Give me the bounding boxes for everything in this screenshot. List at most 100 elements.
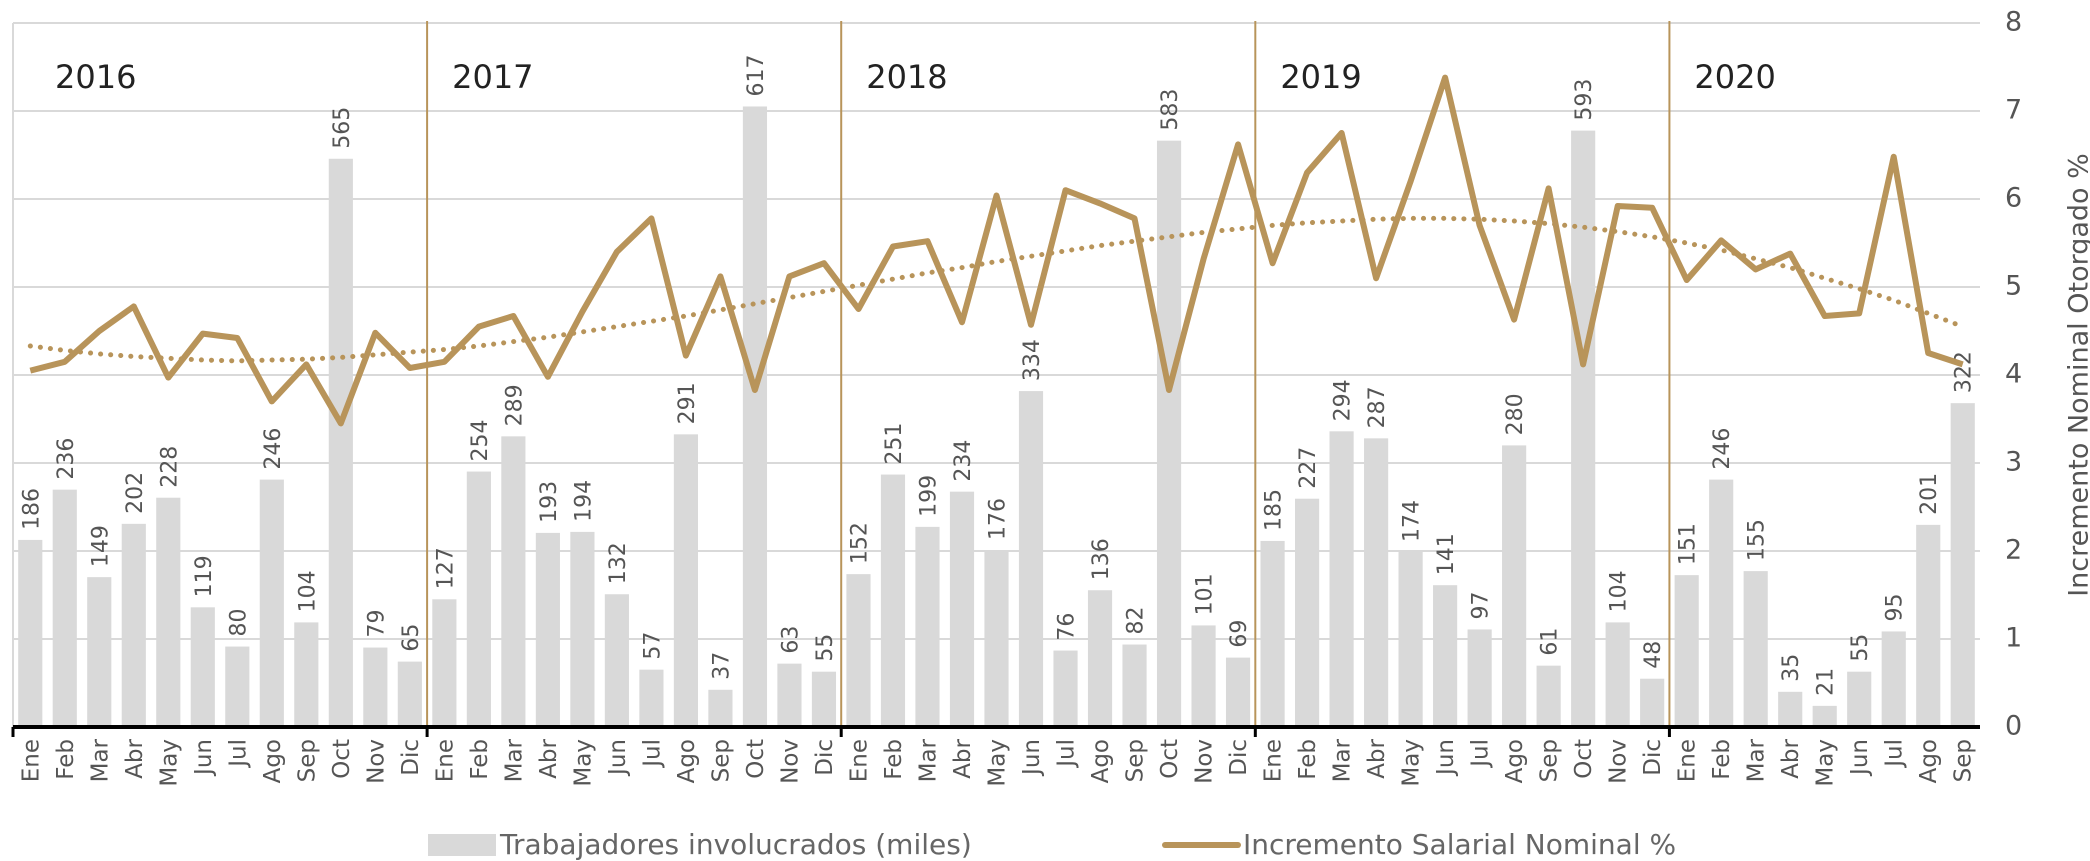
x-tick-label: May bbox=[1399, 739, 1425, 787]
data-label: 55 bbox=[813, 634, 838, 662]
data-label: 141 bbox=[1434, 533, 1459, 575]
bar bbox=[1122, 644, 1147, 727]
data-label: 254 bbox=[468, 420, 493, 462]
x-tick-label: Sep bbox=[708, 739, 734, 782]
bar bbox=[570, 531, 595, 727]
x-tick-label: Jun bbox=[1847, 739, 1873, 777]
data-label: 82 bbox=[1124, 607, 1149, 635]
data-label: 186 bbox=[19, 488, 44, 530]
data-label: 61 bbox=[1538, 628, 1563, 656]
y2-tick-label: 1 bbox=[2005, 623, 2022, 654]
x-tick-label: Feb bbox=[53, 739, 79, 780]
bar bbox=[846, 574, 871, 727]
bar bbox=[432, 599, 457, 727]
data-label: 565 bbox=[330, 107, 355, 149]
x-tick-label: Oct bbox=[329, 739, 355, 779]
data-label: 149 bbox=[88, 525, 113, 567]
x-tick-label: Sep bbox=[1123, 739, 1149, 782]
x-tick-label: Ene bbox=[846, 739, 872, 782]
data-label: 583 bbox=[1158, 89, 1183, 131]
x-tick-label: Ago bbox=[1088, 739, 1114, 783]
x-tick-label: Nov bbox=[1606, 739, 1632, 784]
bar bbox=[1571, 130, 1596, 727]
bar bbox=[1674, 575, 1699, 727]
year-label: 2020 bbox=[1694, 58, 1775, 96]
x-tick-label: Jun bbox=[1019, 739, 1045, 777]
bar bbox=[156, 497, 181, 727]
x-tick-label: Mar bbox=[87, 738, 113, 782]
bar bbox=[1640, 678, 1665, 727]
x-tick-label: Ago bbox=[260, 739, 286, 783]
x-tick-label: Sep bbox=[294, 739, 320, 782]
x-tick-label: Jun bbox=[191, 739, 217, 777]
year-label: 2018 bbox=[866, 58, 947, 96]
data-label: 57 bbox=[640, 632, 665, 660]
data-label: 35 bbox=[1779, 654, 1804, 682]
data-label: 151 bbox=[1676, 523, 1701, 565]
y2-tick-label: 6 bbox=[2005, 183, 2022, 214]
x-tick-label: Ene bbox=[432, 739, 458, 782]
bar bbox=[121, 523, 146, 727]
x-tick-label: Abr bbox=[122, 738, 148, 778]
data-label: 194 bbox=[571, 480, 596, 522]
data-label: 246 bbox=[1710, 428, 1735, 470]
x-tick-label: Mar bbox=[1744, 738, 1770, 782]
x-tick-label: Abr bbox=[1778, 738, 1804, 778]
bar bbox=[1433, 585, 1458, 727]
bar bbox=[1295, 498, 1320, 727]
data-label: 127 bbox=[433, 547, 458, 589]
x-tick-label: Jul bbox=[1882, 739, 1908, 769]
bar bbox=[1916, 524, 1941, 727]
data-label: 37 bbox=[709, 652, 734, 680]
data-label: 119 bbox=[192, 555, 217, 597]
data-label: 136 bbox=[1089, 538, 1114, 580]
data-label: 251 bbox=[882, 423, 907, 465]
data-label: 104 bbox=[1607, 570, 1632, 612]
data-label: 289 bbox=[502, 384, 527, 426]
x-tick-label: Oct bbox=[1157, 739, 1183, 779]
data-label: 228 bbox=[157, 446, 182, 488]
data-label: 227 bbox=[1296, 447, 1321, 489]
x-tick-label: Jun bbox=[1433, 739, 1459, 777]
data-label: 48 bbox=[1641, 641, 1666, 669]
legend-label: Trabajadores involucrados (miles) bbox=[499, 828, 972, 861]
x-tick-label: Oct bbox=[743, 739, 769, 779]
bar bbox=[87, 577, 112, 727]
bar bbox=[742, 106, 768, 727]
x-tick-label: Jul bbox=[1054, 739, 1080, 769]
y2-tick-label: 5 bbox=[2005, 271, 2022, 302]
x-tick-label: Sep bbox=[1951, 739, 1977, 782]
bar bbox=[18, 539, 43, 727]
x-tick-label: Dic bbox=[1226, 739, 1252, 776]
year-label: 2016 bbox=[55, 58, 136, 96]
data-label: 101 bbox=[1193, 573, 1218, 615]
data-label: 152 bbox=[847, 522, 872, 564]
data-label: 21 bbox=[1814, 668, 1839, 696]
y2-tick-label: 7 bbox=[2005, 95, 2022, 126]
bar bbox=[639, 669, 664, 727]
data-label: 322 bbox=[1952, 351, 1977, 393]
data-label: 185 bbox=[1262, 489, 1287, 531]
bar bbox=[604, 594, 629, 727]
data-label: 132 bbox=[606, 542, 631, 584]
y2-tick-label: 0 bbox=[2005, 711, 2022, 742]
x-tick-label: Mar bbox=[1330, 738, 1356, 782]
bar bbox=[190, 607, 215, 727]
bar bbox=[1881, 631, 1906, 727]
data-label: 80 bbox=[226, 609, 251, 637]
bar bbox=[259, 479, 284, 727]
bar bbox=[1156, 140, 1182, 727]
bar bbox=[52, 489, 77, 727]
legend-label: Incremento Salarial Nominal % bbox=[1243, 828, 1676, 861]
y2-tick-label: 4 bbox=[2005, 359, 2022, 390]
data-label: 294 bbox=[1331, 379, 1356, 421]
x-tick-label: Ago bbox=[674, 739, 700, 783]
x-tick-label: Dic bbox=[398, 739, 424, 776]
x-tick-label: Ene bbox=[18, 739, 44, 782]
x-tick-label: Mar bbox=[915, 738, 941, 782]
data-label: 104 bbox=[295, 570, 320, 612]
data-label: 176 bbox=[986, 498, 1011, 540]
bar bbox=[1847, 671, 1872, 727]
bar bbox=[328, 158, 353, 727]
bar bbox=[1778, 691, 1803, 727]
